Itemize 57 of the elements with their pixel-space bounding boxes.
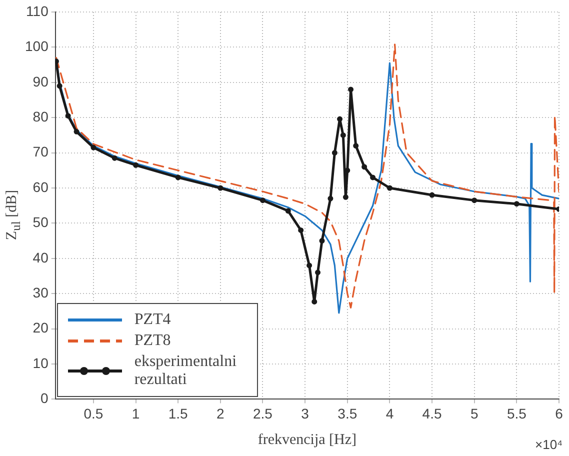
point	[133, 162, 139, 168]
x-tick-label: 2	[216, 405, 225, 422]
x-tick-label: 5	[470, 405, 478, 422]
point	[472, 198, 478, 204]
point	[65, 113, 71, 119]
point	[285, 208, 291, 214]
point	[332, 150, 338, 156]
point	[260, 198, 266, 204]
point	[112, 155, 118, 161]
x-tick-label: 1.5	[168, 405, 188, 422]
point	[56, 83, 62, 89]
y-tick-label: 80	[32, 108, 49, 124]
x-tick-label: 6	[555, 405, 564, 422]
point	[353, 143, 359, 149]
point	[306, 262, 312, 268]
x-tick-label: 4.5	[422, 405, 442, 422]
y-tick-label: 60	[32, 178, 49, 195]
point	[328, 196, 334, 202]
x-tick-label: 3.5	[338, 405, 358, 422]
point	[370, 174, 376, 180]
x-tick-label: 2.5	[253, 405, 273, 422]
point	[514, 201, 520, 207]
legend-label: PZT8	[134, 332, 171, 350]
y-tick-label: 110	[26, 2, 49, 19]
y-tick-label: 20	[32, 320, 49, 336]
y-tick-label: 100	[25, 38, 49, 54]
text: ×10⁴	[535, 437, 563, 452]
point	[175, 174, 181, 180]
point	[386, 185, 392, 191]
point	[429, 192, 435, 198]
point	[312, 298, 318, 304]
point	[218, 185, 224, 191]
x-tick-label: 0.5	[84, 405, 104, 422]
y-tick-label: 10	[32, 354, 49, 371]
y-tick-label: 40	[32, 249, 49, 266]
point	[74, 128, 80, 134]
point	[342, 194, 348, 200]
x-axis-title: frekvencija [Hz]	[258, 432, 357, 449]
point	[90, 144, 96, 150]
point	[340, 132, 346, 138]
legend-label: eksperimentalni rezultati	[134, 353, 238, 390]
point	[315, 270, 321, 276]
y-tick-label: 90	[32, 73, 49, 90]
x-tick-label: 5.5	[506, 405, 527, 422]
y-tick-label: 0	[40, 390, 49, 406]
y-tick-label: 30	[32, 284, 49, 300]
point	[319, 238, 325, 244]
y-tick-label: 50	[32, 214, 49, 230]
point	[348, 86, 354, 92]
point	[362, 164, 368, 170]
x-tick-label: 3	[301, 405, 310, 422]
x-tick-label: 1	[132, 405, 140, 422]
legend-label: PZT4	[134, 311, 171, 330]
x-tick-label: 4	[386, 405, 394, 422]
y-tick-label: 70	[32, 144, 49, 160]
point	[298, 227, 304, 233]
point	[337, 116, 343, 122]
